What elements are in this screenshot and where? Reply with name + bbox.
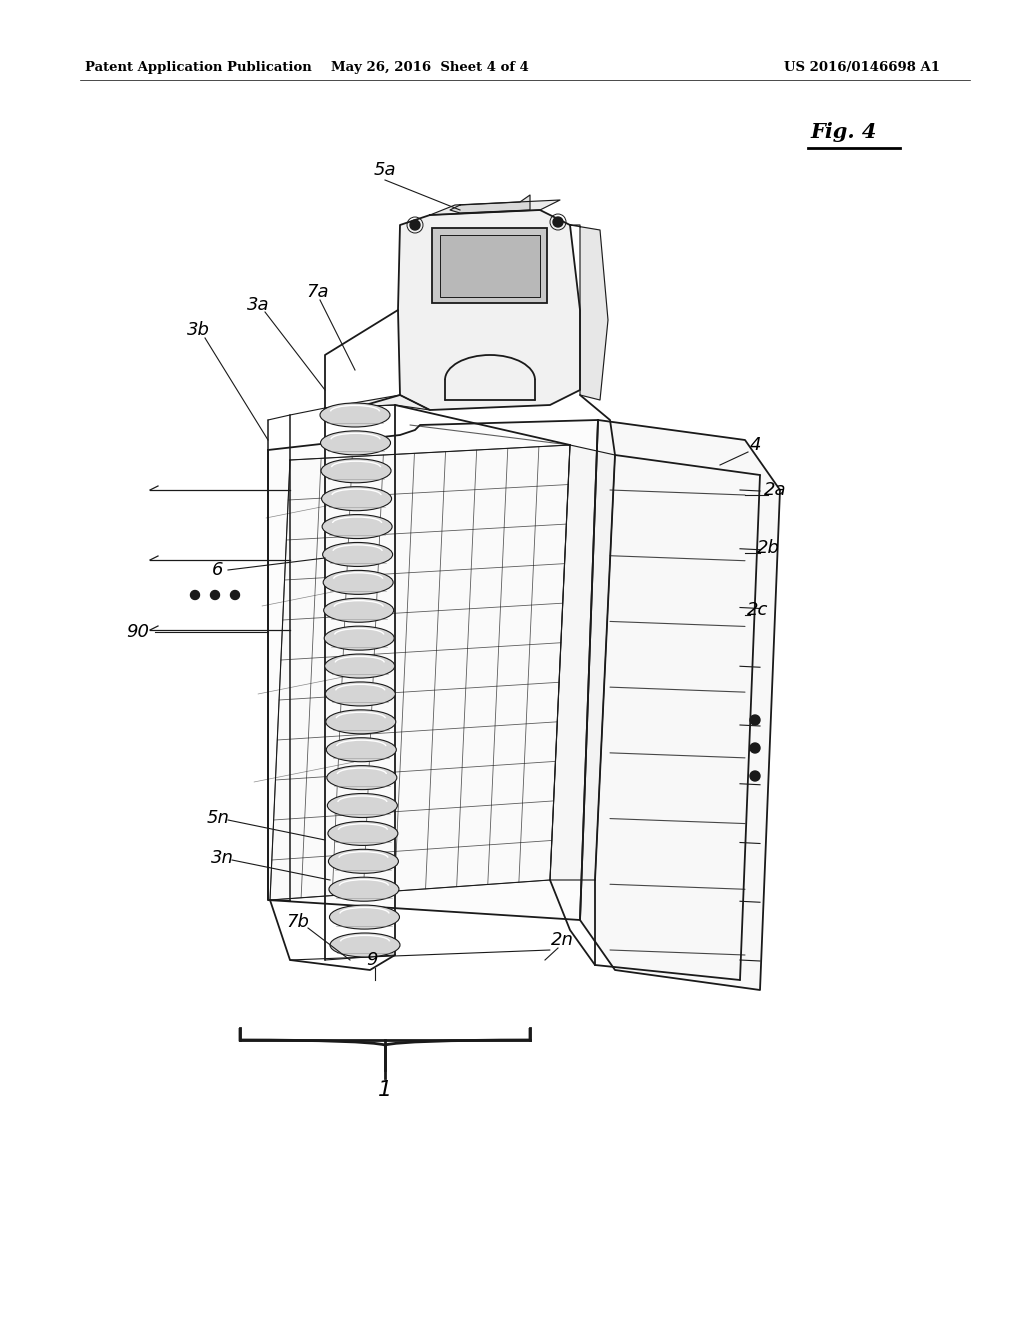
Text: 3b: 3b [186,321,210,339]
Text: 5n: 5n [207,809,229,828]
Ellipse shape [321,430,390,455]
Circle shape [211,590,219,599]
Ellipse shape [325,653,394,678]
Ellipse shape [322,487,391,511]
Polygon shape [450,195,530,213]
Circle shape [410,220,420,230]
Ellipse shape [328,793,397,817]
Text: 5a: 5a [374,161,396,180]
Circle shape [190,590,200,599]
Ellipse shape [322,459,391,483]
Circle shape [230,590,240,599]
Ellipse shape [328,821,398,845]
Bar [440,235,540,297]
Polygon shape [268,420,598,920]
Circle shape [750,771,760,781]
Polygon shape [430,201,560,215]
Text: 2c: 2c [748,601,769,619]
Ellipse shape [327,766,397,789]
Ellipse shape [329,878,399,902]
Text: 7a: 7a [307,282,330,301]
Polygon shape [270,445,570,900]
Text: 4: 4 [750,436,761,454]
Text: 2a: 2a [764,480,786,499]
Text: US 2016/0146698 A1: US 2016/0146698 A1 [784,62,940,74]
Text: May 26, 2016  Sheet 4 of 4: May 26, 2016 Sheet 4 of 4 [331,62,529,74]
Circle shape [750,743,760,752]
Ellipse shape [327,738,396,762]
Ellipse shape [324,598,393,622]
Polygon shape [570,224,608,400]
Ellipse shape [323,543,392,566]
Text: Patent Application Publication: Patent Application Publication [85,62,311,74]
Polygon shape [580,420,780,990]
Ellipse shape [326,682,395,706]
Polygon shape [550,445,615,880]
Text: 2b: 2b [757,539,779,557]
Ellipse shape [330,933,400,957]
Ellipse shape [324,570,393,594]
Text: 1: 1 [378,1080,392,1100]
Ellipse shape [319,403,390,426]
Ellipse shape [326,710,396,734]
Text: 6: 6 [212,561,224,579]
Text: 3n: 3n [211,849,233,867]
Ellipse shape [323,515,392,539]
Text: 3a: 3a [247,296,269,314]
Circle shape [750,715,760,725]
Polygon shape [325,395,430,411]
Text: 9: 9 [367,950,378,969]
Text: 7b: 7b [287,913,309,931]
Ellipse shape [329,849,398,874]
Ellipse shape [330,906,399,929]
Bar [432,228,547,304]
Circle shape [553,216,563,227]
Ellipse shape [325,626,394,651]
Text: 90: 90 [127,623,150,642]
Text: Fig. 4: Fig. 4 [810,121,877,143]
Text: 2n: 2n [551,931,573,949]
Polygon shape [398,210,580,411]
